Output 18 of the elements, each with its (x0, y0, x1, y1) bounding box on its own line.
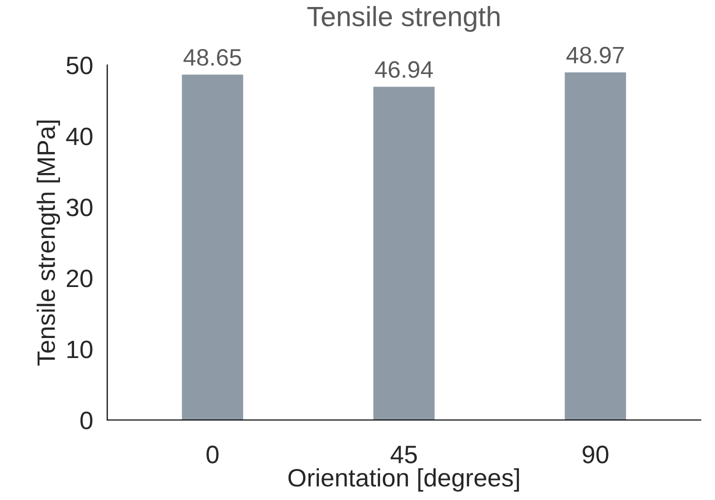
bar (564, 72, 626, 420)
y-tick-label: 10 (67, 340, 92, 358)
bar (182, 74, 244, 420)
chart-title: Tensile strength (307, 6, 500, 32)
y-tick-label: 0 (80, 412, 92, 430)
y-axis-title: Tensile strength [MPa] (36, 120, 60, 366)
data-label: 48.97 (566, 46, 624, 64)
bar (373, 86, 435, 420)
y-tick-label: 30 (66, 198, 92, 216)
data-label: 46.94 (374, 61, 433, 78)
y-tick-label: 50 (66, 56, 92, 74)
y-tick-label: 40 (66, 128, 92, 146)
x-axis-title: Orientation [degrees] (288, 468, 519, 492)
data-label: 48.65 (184, 49, 242, 66)
x-tick-label: 0 (206, 446, 219, 464)
y-tick-label: 20 (66, 270, 92, 288)
x-tick-label: 45 (390, 446, 417, 464)
x-tick-label: 90 (582, 446, 608, 464)
